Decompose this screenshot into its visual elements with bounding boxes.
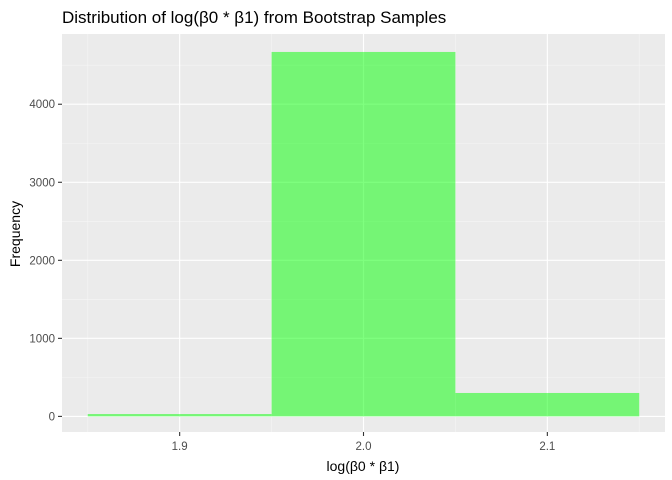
x-tick-label: 1.9 <box>172 441 188 453</box>
histogram-bars <box>87 51 640 417</box>
x-axis-label: log(β0 * β1) <box>327 458 400 474</box>
histogram-bar <box>455 392 640 417</box>
y-axis-label: Frequency <box>7 201 23 267</box>
histogram-bar <box>87 414 272 417</box>
histogram-bar <box>271 51 456 417</box>
y-tick-label: 1000 <box>29 333 55 345</box>
x-tick-label: 2.1 <box>539 441 555 453</box>
y-tick-label: 3000 <box>29 177 55 189</box>
y-tick-label: 4000 <box>29 99 55 111</box>
y-tick-label: 0 <box>49 411 55 423</box>
x-axis-ticks: 1.9 2.0 2.1 <box>172 432 555 453</box>
chart-title: Distribution of log(β0 * β1) from Bootst… <box>62 8 446 27</box>
y-axis-ticks: 0 1000 2000 3000 4000 <box>29 99 62 423</box>
x-tick-label: 2.0 <box>356 441 372 453</box>
y-tick-label: 2000 <box>29 255 55 267</box>
